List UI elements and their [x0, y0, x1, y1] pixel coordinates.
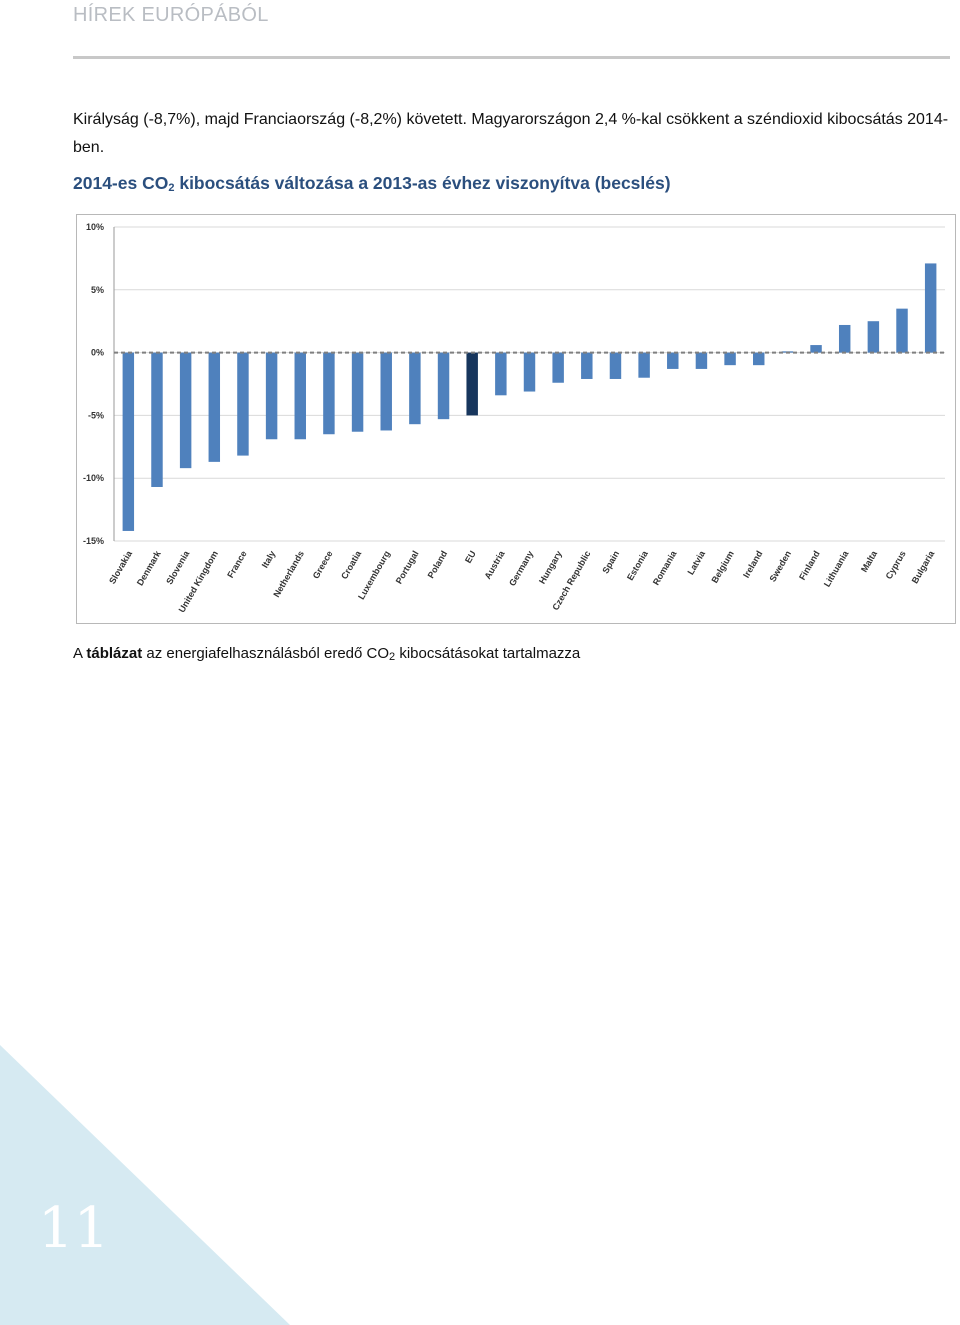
bar-malta	[867, 321, 880, 353]
x-tick-label: Belgium	[709, 549, 735, 585]
x-tick-label: Latvia	[685, 548, 707, 576]
caption-prefix: A	[73, 645, 87, 662]
y-tick-label: -5%	[88, 410, 104, 420]
bar-cyprus	[896, 308, 908, 353]
bar-ireland	[753, 352, 765, 366]
corner-triangle	[0, 1045, 290, 1325]
x-tick-label: Denmark	[135, 548, 163, 587]
table-caption: A táblázat az energiafelhasználásból ere…	[73, 645, 580, 663]
bar-luxembourg	[380, 352, 392, 431]
bar-slovenia	[179, 352, 192, 469]
chart-title: 2014-es CO2 kibocsátás változása a 2013-…	[73, 173, 671, 194]
x-tick-label: Slovakia	[107, 548, 134, 585]
caption-middle: az energiafelhasználásból eredő CO	[142, 645, 390, 662]
bar-poland	[437, 352, 450, 420]
bar-portugal	[409, 352, 421, 425]
bar-belgium	[724, 352, 736, 366]
x-tick-label: EU	[463, 549, 478, 565]
chart-title-start: 2014-es CO	[73, 173, 169, 193]
x-tick-label: Spain	[600, 549, 621, 575]
x-tick-label: Greece	[311, 549, 335, 580]
bar-croatia	[351, 352, 364, 432]
x-tick-label: Romania	[651, 548, 679, 587]
corner-decoration	[0, 1045, 290, 1325]
y-tick-label: -15%	[83, 536, 104, 546]
bar-germany	[523, 352, 536, 392]
x-tick-label: Netherlands	[271, 549, 306, 599]
chart-title-end: kibocsátás változása a 2013-as évhez vis…	[174, 173, 671, 193]
x-tick-label: Portugal	[394, 549, 421, 586]
y-tick-label: 0%	[91, 348, 104, 358]
bar-bulgaria	[924, 263, 937, 353]
x-tick-label: Slovenia	[164, 548, 192, 586]
x-tick-label: Hungary	[537, 549, 564, 586]
y-tick-label: 5%	[91, 285, 104, 295]
bar-czech-republic	[581, 352, 593, 379]
y-tick-label: -10%	[83, 473, 104, 483]
bar-italy	[265, 352, 278, 440]
bar-greece	[323, 352, 335, 435]
bar-hungary	[552, 352, 564, 383]
x-tick-label: Poland	[426, 549, 450, 580]
x-tick-label: Croatia	[339, 548, 364, 581]
bar-chart-svg: 10% 5% 0% -5% -10% -15%Slovakia Denmark Sloveni…	[83, 222, 945, 614]
bar-latvia	[695, 352, 708, 369]
bar-netherlands	[294, 352, 306, 440]
x-tick-label: Ireland	[741, 549, 764, 580]
x-tick-label: Sweden	[767, 549, 793, 583]
body-paragraph: Királyság (-8,7%), majd Franciaország (-…	[73, 111, 949, 156]
y-tick-label: 10%	[86, 222, 104, 232]
x-tick-label: Cyprus	[884, 549, 908, 581]
x-tick-label: Estonia	[625, 548, 650, 582]
x-tick-label: Lithuania	[822, 548, 851, 589]
bar-denmark	[151, 352, 163, 487]
x-tick-label: Malta	[859, 548, 880, 574]
bar-slovakia	[122, 352, 135, 531]
header-title: HÍREK EURÓPÁBÓL	[73, 4, 269, 26]
page-number: 11	[38, 1196, 110, 1261]
bar-austria	[495, 352, 507, 396]
x-tick-label: France	[225, 549, 248, 580]
bar-eu	[466, 352, 478, 416]
bar-finland	[810, 345, 822, 353]
caption-subscript: 2	[389, 651, 396, 663]
x-tick-label: Finland	[797, 549, 822, 582]
x-tick-label: Germany	[507, 549, 535, 588]
bar-united-kingdom	[208, 352, 221, 462]
x-tick-label: Austria	[482, 548, 507, 581]
caption-suffix: kibocsátásokat tartalmazza	[395, 645, 581, 662]
x-tick-label: Bulgaria	[910, 548, 937, 585]
x-tick-label: Italy	[260, 549, 278, 570]
bar-lithuania	[838, 324, 851, 353]
caption-bold: táblázat	[86, 645, 143, 662]
bar-spain	[609, 352, 622, 379]
bar-chart: 10% 5% 0% -5% -10% -15% Slovakia Denmark Sloveni…	[76, 214, 956, 624]
bar-estonia	[638, 352, 650, 378]
bar-france	[237, 352, 249, 456]
chart-title-subscript: 2	[168, 182, 175, 194]
bar-romania	[667, 352, 679, 369]
header-divider	[73, 56, 950, 59]
